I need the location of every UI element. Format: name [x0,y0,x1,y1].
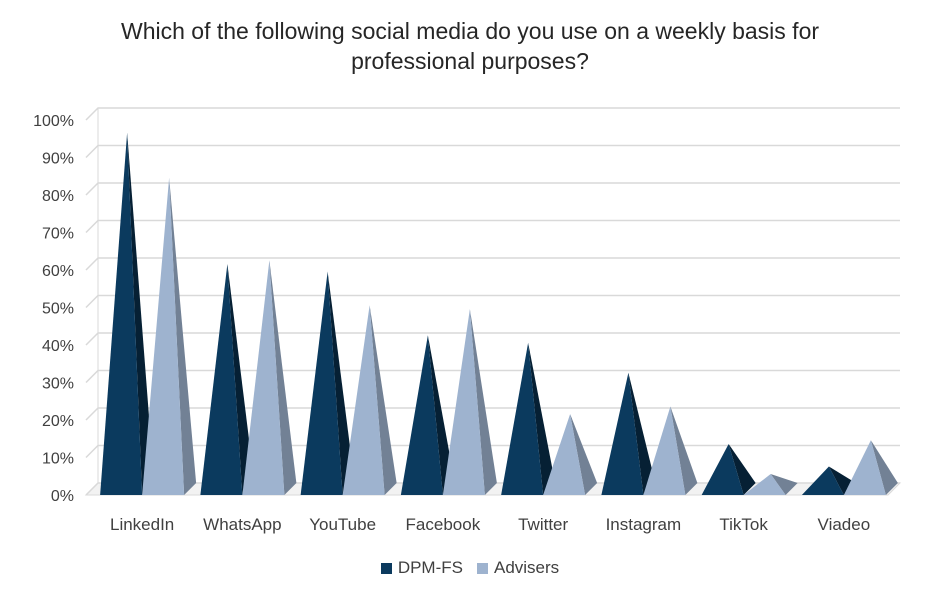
legend-label-dpm-fs: DPM-FS [397,558,463,577]
legend: DPM-FS Advisers [0,558,940,578]
y-tick-label: 0% [51,488,74,505]
y-tick-label: 20% [42,413,74,430]
x-tick-label: Facebook [406,515,481,534]
gridline [85,332,900,346]
x-tick-label: YouTube [309,515,376,534]
gridline [85,294,900,309]
gridline [85,182,900,196]
y-tick-label: 90% [42,151,74,168]
y-tick-label: 70% [42,226,74,243]
gridline [85,257,900,271]
y-tick-label: 40% [42,338,74,355]
bar-dpm-fs-facebook [400,335,455,495]
x-tick-label: TikTok [719,515,768,534]
gridline [85,407,900,421]
bar-advisers-instagram [643,406,698,495]
bar-dpm-fs-linkedin [100,132,155,495]
y-tick-label: 50% [42,301,74,318]
chart-title: Which of the following social media do y… [120,18,820,74]
x-tick-label: Instagram [606,515,682,534]
gridline [85,369,900,384]
bar-advisers-viadeo [843,440,898,495]
x-tick-label: LinkedIn [110,515,174,534]
x-tick-label: Viadeo [818,515,871,534]
legend-swatch-dpm-fs [380,562,392,574]
legend-swatch-advisers [476,562,488,574]
y-tick-label: 30% [42,376,74,393]
bar-advisers-whatsapp [242,260,297,495]
x-tick-label: WhatsApp [203,515,281,534]
bar-dpm-fs-instagram [601,372,656,495]
y-tick-label: 80% [42,188,74,205]
x-tick-label: Twitter [518,515,568,534]
legend-item-dpm-fs: DPM-FS [380,558,463,578]
legend-item-advisers: Advisers [476,558,560,578]
bar-advisers-facebook [442,309,497,495]
gridline [85,219,900,234]
y-tick-label: 10% [42,451,74,468]
gridline [85,144,900,159]
bar-dpm-fs-youtube [300,271,355,495]
y-tick-label: 100% [33,113,74,130]
bar-advisers-twitter [543,414,598,495]
bar-advisers-linkedin [142,177,197,495]
legend-label-advisers: Advisers [493,558,560,577]
bar-advisers-tiktok [743,474,798,495]
bar-dpm-fs-twitter [501,342,556,495]
y-tick-label: 60% [42,263,74,280]
bar-dpm-fs-whatsapp [200,264,255,495]
gridline [85,107,900,121]
bar-advisers-youtube [342,305,397,495]
bar-dpm-fs-tiktok [701,444,756,495]
